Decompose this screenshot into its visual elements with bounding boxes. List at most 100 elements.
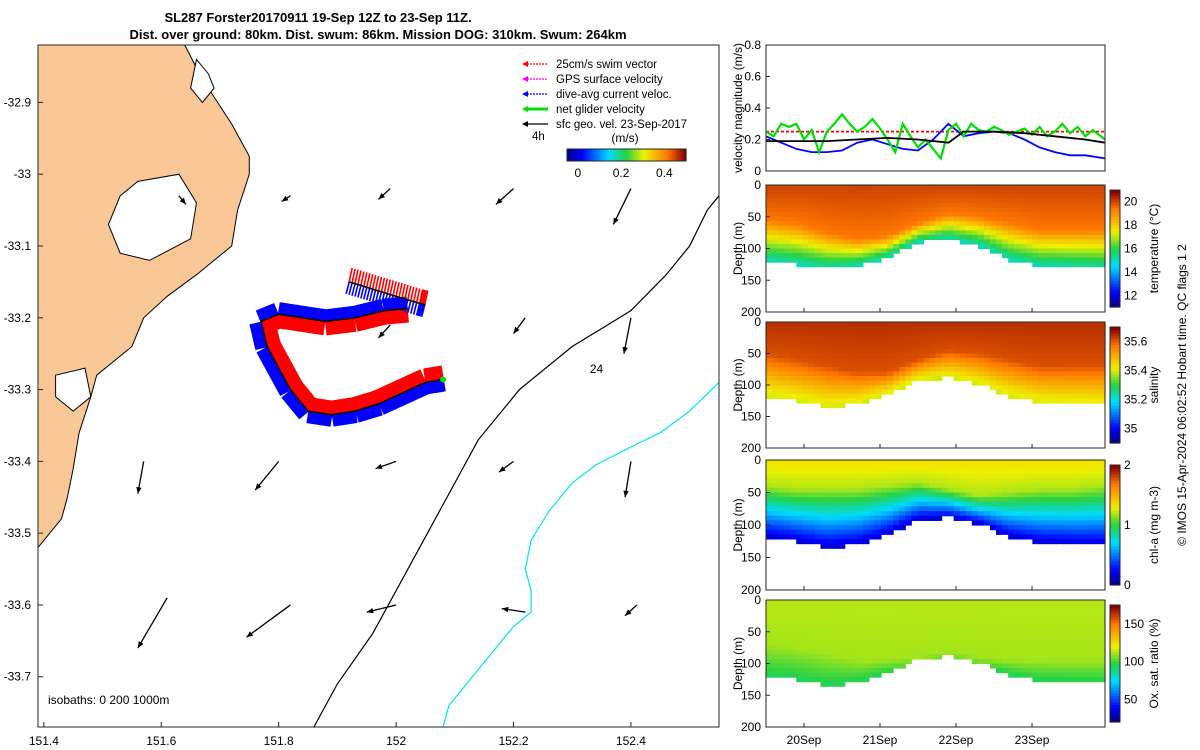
section-cell — [1074, 609, 1082, 615]
swim-vector — [285, 373, 299, 382]
section-cell — [1056, 398, 1064, 404]
section-cell — [887, 385, 894, 391]
current-vector — [357, 304, 362, 317]
section-cell — [1080, 677, 1088, 683]
section-cell — [1044, 257, 1052, 263]
swim-vector — [404, 376, 412, 390]
section-cell — [1038, 322, 1046, 328]
section-cell — [935, 322, 943, 328]
section-cell — [929, 464, 937, 470]
section-cell — [1026, 640, 1033, 646]
section-cell — [814, 627, 822, 633]
section-cell — [1002, 478, 1009, 484]
section-cell — [862, 340, 870, 346]
section-cell — [887, 645, 894, 651]
section-colorbar-cell — [1110, 382, 1120, 386]
section-cell — [947, 636, 955, 642]
swim-vector — [402, 308, 406, 323]
section-cell — [941, 189, 949, 195]
section-cell — [1086, 198, 1094, 204]
section-cell — [772, 216, 779, 222]
section-cell — [766, 636, 773, 642]
section-cell — [1074, 618, 1082, 624]
section-cell — [1044, 478, 1052, 484]
section-cell — [1032, 631, 1040, 637]
section-cell — [905, 622, 912, 628]
current-vector — [251, 330, 264, 335]
colorbar-cell — [570, 149, 574, 161]
section-cell — [766, 331, 773, 337]
section-cell — [941, 216, 949, 222]
section-cell — [826, 349, 834, 355]
section-cell — [862, 198, 870, 204]
section-cell — [953, 506, 961, 512]
section-cell — [790, 464, 797, 470]
swim-vector — [394, 380, 402, 394]
section-cell — [1020, 385, 1027, 391]
swim-vector — [293, 316, 298, 331]
section-cell — [802, 636, 809, 642]
section-cell — [887, 640, 894, 646]
section-cell — [959, 358, 967, 364]
section-cell — [808, 207, 816, 213]
section-cell — [814, 322, 822, 328]
section-cell — [868, 511, 876, 517]
section-cell — [1092, 604, 1100, 610]
section-cell — [1044, 203, 1052, 209]
section-cell — [1056, 469, 1064, 475]
section-cell — [784, 322, 791, 328]
section-cell — [1020, 353, 1027, 359]
swim-vector — [412, 287, 418, 302]
section-cell — [1050, 622, 1058, 628]
section-cell — [784, 640, 791, 646]
section-cell — [844, 627, 852, 633]
section-cell — [1068, 497, 1076, 503]
section-cell — [1080, 262, 1088, 268]
swim-vector — [344, 318, 348, 333]
section-cell — [826, 613, 834, 619]
section-cell — [1008, 529, 1015, 535]
section-cell — [1020, 349, 1027, 355]
section-cell — [1086, 349, 1094, 355]
section-cell — [850, 398, 858, 404]
section-cell — [772, 604, 779, 610]
section-cell — [887, 473, 894, 480]
section-cell — [881, 322, 888, 328]
section-cell — [796, 353, 803, 359]
section-cell — [905, 371, 912, 377]
section-cell — [1014, 221, 1021, 227]
section-cell — [826, 326, 834, 332]
section-cell — [929, 349, 937, 355]
current-vector — [385, 400, 393, 412]
section-cell — [1056, 515, 1064, 521]
section-cell — [947, 609, 955, 615]
section-cell — [1074, 604, 1082, 610]
section-cell — [814, 221, 822, 227]
section-cell — [1098, 672, 1106, 678]
section-cell — [1002, 645, 1009, 651]
section-cell — [1080, 189, 1088, 195]
section-cell — [1014, 257, 1021, 263]
section-cell — [1074, 380, 1082, 386]
section-colorbar-cell — [1110, 631, 1120, 635]
section-cell — [893, 234, 900, 241]
section-cell — [911, 487, 918, 494]
current-vector — [253, 339, 266, 344]
section-cell — [1032, 469, 1040, 475]
current-vector — [290, 401, 302, 411]
section-cell — [1020, 492, 1027, 498]
section-cell — [941, 335, 949, 341]
section-cell — [923, 622, 931, 628]
section-cell — [814, 460, 822, 466]
colorbar-cell — [590, 149, 594, 161]
section-cell — [1074, 534, 1082, 540]
section-cell — [1008, 622, 1015, 628]
colorbar-cell — [664, 149, 667, 161]
section-cell — [850, 487, 858, 494]
section-cell — [911, 198, 918, 204]
section-cell — [1050, 322, 1058, 328]
section-cell — [989, 331, 997, 337]
section-cell — [1002, 189, 1009, 195]
section-cell — [881, 198, 888, 204]
section-cell — [1098, 478, 1106, 484]
